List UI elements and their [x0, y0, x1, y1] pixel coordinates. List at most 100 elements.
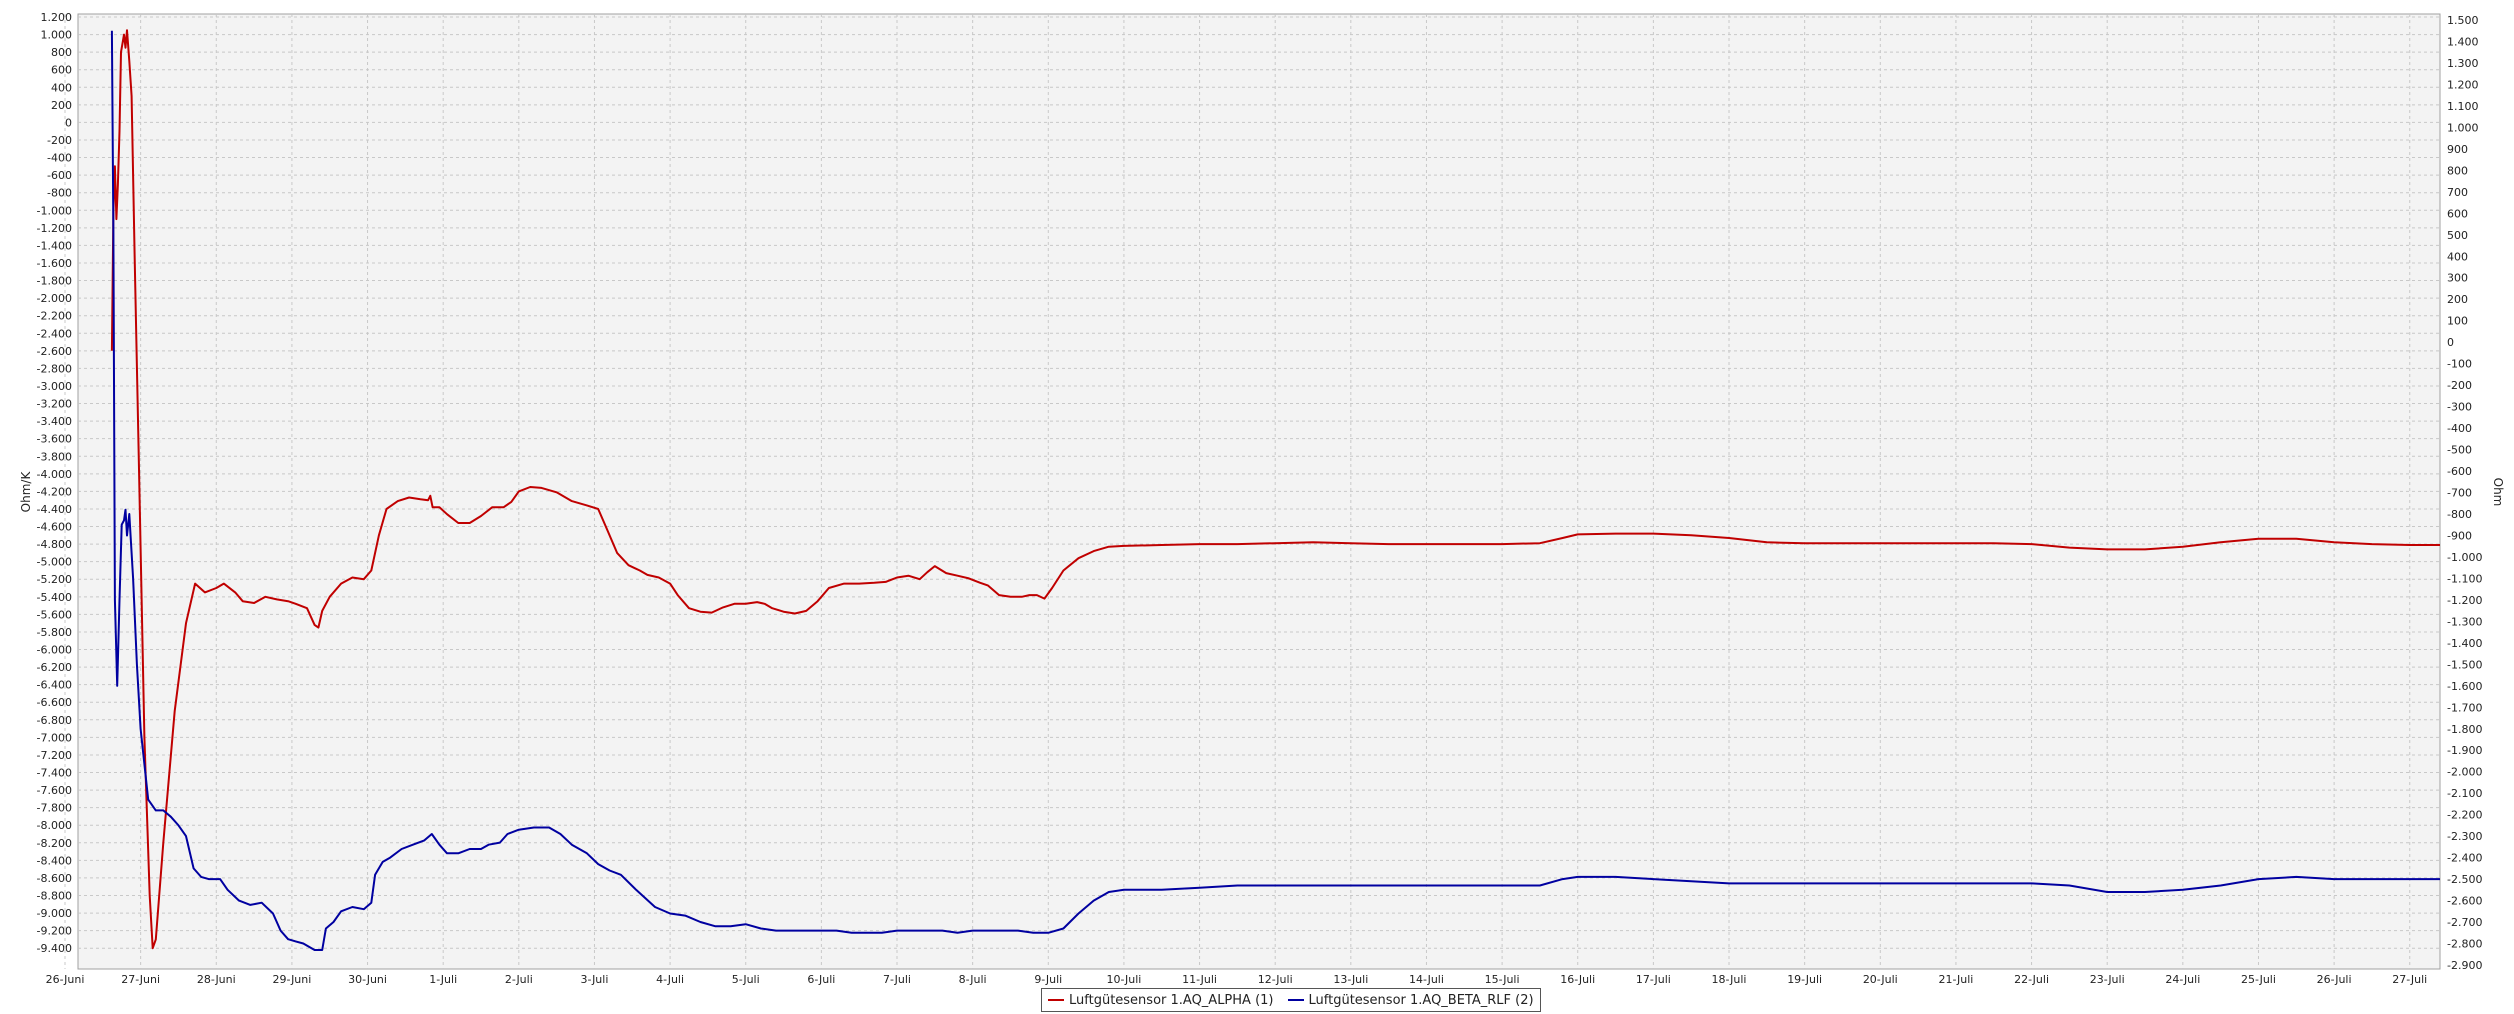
- y-left-tick-label: -6.800: [37, 714, 72, 727]
- x-tick-label: 28-Juni: [197, 973, 236, 986]
- y-left-tick-label: -3.800: [37, 450, 72, 463]
- y-left-tick-label: -7.400: [37, 767, 72, 780]
- y-left-tick-label: -1.600: [37, 257, 72, 270]
- y-left-tick-label: -7.600: [37, 784, 72, 797]
- y-right-tick-label: -2.900: [2447, 959, 2482, 972]
- y-right-tick-label: -1.700: [2447, 701, 2482, 714]
- y-left-tick-label: -7.200: [37, 749, 72, 762]
- y-right-tick-label: 1.500: [2447, 14, 2479, 27]
- y-right-tick-label: 600: [2447, 207, 2468, 220]
- y-left-tick-label: -1.200: [37, 222, 72, 235]
- x-tick-label: 22-Juli: [2014, 973, 2049, 986]
- x-tick-label: 9-Juli: [1034, 973, 1062, 986]
- y-axis-right: 1.500 1.400 1.300 1.200 1.100 1.000 900 800 700 6…: [2447, 14, 2482, 972]
- grid: [64, 14, 2440, 969]
- y-left-tick-label: -3.400: [37, 415, 72, 428]
- y-left-tick-label: -5.000: [37, 556, 72, 569]
- y-right-tick-label: 1.100: [2447, 100, 2479, 113]
- y-right-tick-label: -900: [2447, 529, 2472, 542]
- y-left-tick-label: -6.400: [37, 679, 72, 692]
- y-left-tick-label: -8.600: [37, 872, 72, 885]
- y-right-tick-label: -600: [2447, 465, 2472, 478]
- y-axis-left-title: Ohm/K: [19, 471, 33, 513]
- legend-label-alpha: Luftgütesensor 1.AQ_ALPHA (1): [1069, 992, 1274, 1008]
- y-left-tick-label: -9.200: [37, 925, 72, 938]
- y-right-tick-label: -800: [2447, 508, 2472, 521]
- x-tick-label: 24-Juli: [2165, 973, 2200, 986]
- x-tick-label: 16-Juli: [1560, 973, 1595, 986]
- x-tick-label: 27-Juli: [2392, 973, 2427, 986]
- y-axis-right-title: Ohm: [2491, 478, 2505, 507]
- x-tick-label: 7-Juli: [883, 973, 911, 986]
- x-tick-label: 25-Juli: [2241, 973, 2276, 986]
- y-left-tick-label: -600: [47, 169, 72, 182]
- y-left-tick-label: -400: [47, 152, 72, 165]
- y-left-tick-label: -800: [47, 187, 72, 200]
- x-tick-label: 26-Juli: [2317, 973, 2352, 986]
- x-tick-label: 20-Juli: [1863, 973, 1898, 986]
- y-right-tick-label: 0: [2447, 336, 2454, 349]
- y-right-tick-label: -700: [2447, 487, 2472, 500]
- y-right-tick-label: -2.300: [2447, 830, 2482, 843]
- legend-item-beta[interactable]: Luftgütesensor 1.AQ_BETA_RLF (2): [1287, 993, 1534, 1008]
- y-left-tick-label: -2.800: [37, 362, 72, 375]
- y-left-tick-label: -3.200: [37, 398, 72, 411]
- y-left-tick-label: 1.200: [41, 11, 73, 24]
- y-right-tick-label: 500: [2447, 229, 2468, 242]
- y-left-tick-label: -2.400: [37, 327, 72, 340]
- x-tick-label: 30-Juni: [348, 973, 387, 986]
- y-right-tick-label: -400: [2447, 422, 2472, 435]
- y-left-tick-label: 0: [65, 116, 72, 129]
- x-tick-label: 1-Juli: [429, 973, 457, 986]
- y-right-tick-label: 300: [2447, 272, 2468, 285]
- y-right-tick-label: -1.900: [2447, 744, 2482, 757]
- x-tick-label: 5-Juli: [732, 973, 760, 986]
- y-left-tick-label: -4.600: [37, 521, 72, 534]
- y-right-tick-label: -2.000: [2447, 766, 2482, 779]
- y-right-tick-label: -2.400: [2447, 852, 2482, 865]
- y-left-tick-label: -200: [47, 134, 72, 147]
- y-left-tick-label: -7.800: [37, 802, 72, 815]
- y-right-tick-label: -500: [2447, 444, 2472, 457]
- y-left-tick-label: -1.800: [37, 275, 72, 288]
- y-right-tick-label: -300: [2447, 401, 2472, 414]
- legend: Luftgütesensor 1.AQ_ALPHA (1) Luftgütese…: [1041, 988, 1541, 1012]
- y-right-tick-label: 1.400: [2447, 35, 2479, 48]
- y-right-tick-label: -2.700: [2447, 916, 2482, 929]
- y-left-tick-label: -7.000: [37, 731, 72, 744]
- y-right-tick-label: -2.100: [2447, 787, 2482, 800]
- x-tick-label: 26-Juni: [46, 973, 85, 986]
- y-left-tick-label: -6.600: [37, 696, 72, 709]
- x-tick-label: 3-Juli: [580, 973, 608, 986]
- series-lines: [110, 29, 2440, 951]
- y-right-tick-label: 1.200: [2447, 78, 2479, 91]
- y-left-tick-label: -5.800: [37, 626, 72, 639]
- y-right-tick-label: -1.600: [2447, 680, 2482, 693]
- y-right-tick-label: -100: [2447, 358, 2472, 371]
- y-right-tick-label: 700: [2447, 186, 2468, 199]
- y-left-tick-label: -1.400: [37, 239, 72, 252]
- y-right-tick-label: 800: [2447, 164, 2468, 177]
- x-axis: 26-Juni 27-Juni 28-Juni 29-Juni 30-Juni 1-Jul…: [46, 973, 2428, 986]
- y-right-tick-label: -1.300: [2447, 615, 2482, 628]
- y-left-tick-label: 800: [51, 46, 72, 59]
- y-left-tick-label: -8.200: [37, 837, 72, 850]
- x-tick-label: 8-Juli: [959, 973, 987, 986]
- x-tick-label: 15-Juli: [1485, 973, 1520, 986]
- y-right-tick-label: -200: [2447, 379, 2472, 392]
- y-right-tick-label: -1.100: [2447, 572, 2482, 585]
- legend-swatch-beta: [1287, 999, 1304, 1001]
- y-left-tick-label: -4.800: [37, 538, 72, 551]
- x-tick-label: 27-Juni: [121, 973, 160, 986]
- y-left-tick-label: 1.000: [41, 29, 73, 42]
- y-left-tick-label: 400: [51, 81, 72, 94]
- y-right-tick-label: -2.600: [2447, 895, 2482, 908]
- x-tick-label: 23-Juli: [2090, 973, 2125, 986]
- y-left-tick-label: -3.000: [37, 380, 72, 393]
- y-right-tick-label: -2.200: [2447, 809, 2482, 822]
- y-left-tick-label: -8.400: [37, 854, 72, 867]
- legend-item-alpha[interactable]: Luftgütesensor 1.AQ_ALPHA (1): [1048, 993, 1274, 1008]
- x-tick-label: 6-Juli: [807, 973, 835, 986]
- y-right-tick-label: -1.400: [2447, 637, 2482, 650]
